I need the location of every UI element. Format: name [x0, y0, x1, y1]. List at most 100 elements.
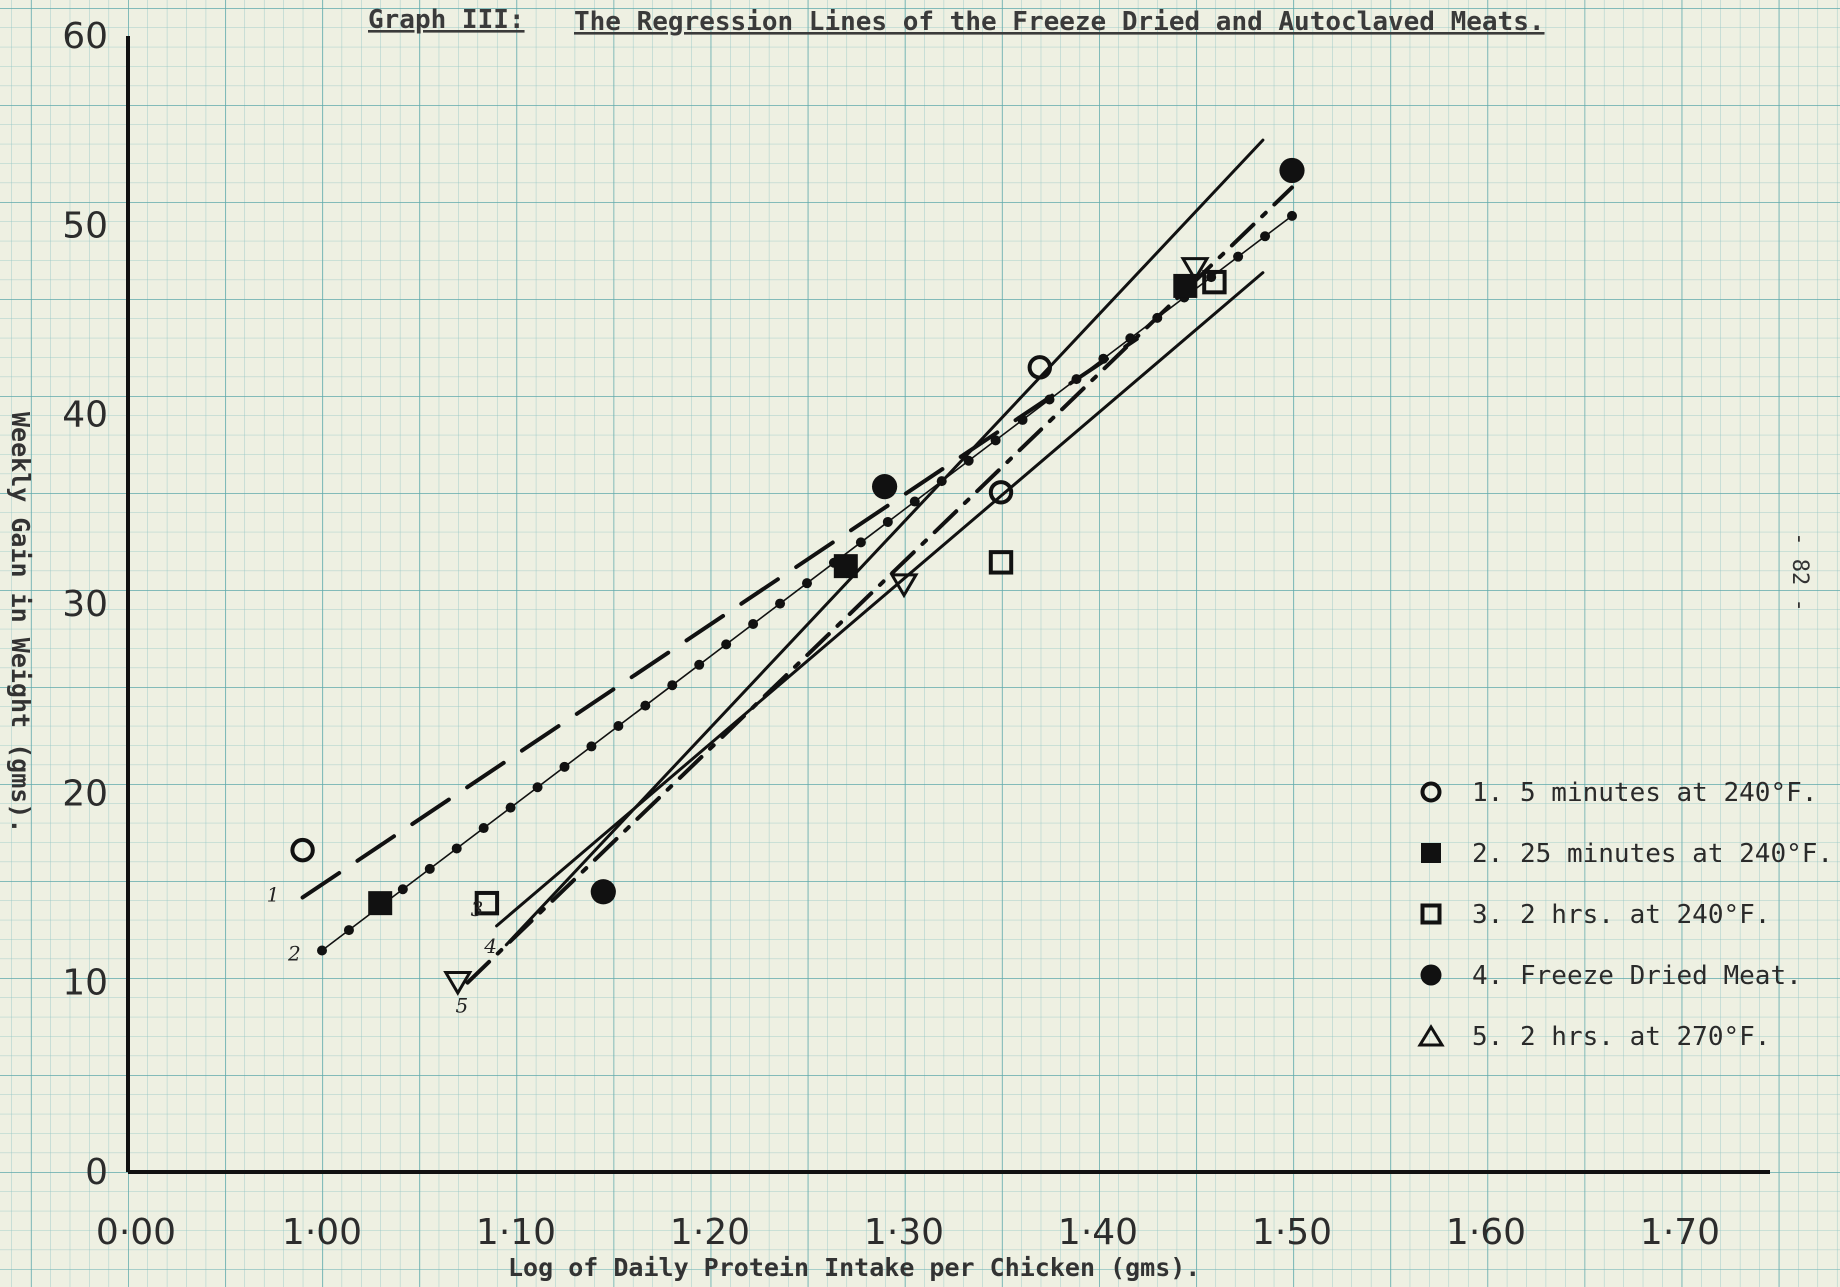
series-1-point: [988, 480, 1014, 505]
regression-line-2-dot: [990, 435, 1001, 446]
legend-marker-1: [1420, 781, 1442, 803]
legend-marker-2: [1421, 843, 1441, 863]
series-4-point: [590, 879, 616, 905]
regression-line-2-dot: [721, 639, 732, 650]
legend-number-4: 4.: [1472, 961, 1503, 991]
regression-line-2-dot: [586, 741, 597, 752]
regression-line-2-dot: [667, 680, 678, 691]
regression-line-2-dot: [505, 802, 516, 813]
legend: 1. 5 minutes at 240°F. 2. 25 minutes at 240…: [1417, 778, 1833, 1052]
series-2-point: [368, 891, 393, 916]
data-points: [290, 157, 1305, 996]
series-4-point: [1279, 157, 1305, 184]
line-tag-2: 2: [287, 941, 301, 965]
regression-line-4: [504, 138, 1265, 947]
regression-line-1: [300, 336, 1139, 900]
regression-line-2-dot: [424, 863, 435, 874]
legend-label-4: Freeze Dried Meat.: [1520, 961, 1802, 991]
series-5-point: [1180, 257, 1210, 283]
axes: [126, 36, 1770, 1174]
x-axis-label: Log of Daily Protein Intake per Chicken …: [508, 1253, 1200, 1282]
regression-line-2-dot: [909, 496, 920, 507]
legend-label-3: 2 hrs. at 240°F.: [1520, 900, 1770, 930]
x-tick-label: 1·40: [1058, 1212, 1138, 1253]
chart-title-prefix: Graph III:: [368, 5, 525, 35]
series-3-point: [988, 550, 1014, 575]
legend-label-5: 2 hrs. at 270°F.: [1520, 1022, 1770, 1052]
regression-line-2-dot: [532, 782, 543, 793]
line-tag-3: 3: [471, 897, 484, 921]
y-tick-label: 10: [62, 963, 108, 1004]
regression-line-2-dot: [1260, 231, 1271, 242]
regression-line-2-dot: [694, 659, 705, 670]
regression-line-2-dot: [478, 823, 489, 834]
x-tick-label: 1·70: [1640, 1212, 1720, 1253]
regression-line-2-dot: [1206, 272, 1217, 283]
regression-line-2-dot: [451, 843, 462, 854]
series-1-point: [1027, 355, 1053, 380]
y-tick-label: 30: [62, 584, 108, 625]
y-tick-label: 60: [62, 16, 108, 57]
x-tick-label: 1·50: [1252, 1212, 1332, 1253]
regression-lines: [300, 138, 1297, 985]
regression-line-5: [465, 185, 1294, 985]
tick-labels: 0 10 20 30 40 50 60 0·00 1·00 1·10 1·20 1·30 1·40 1·5…: [62, 16, 1720, 1253]
x-tick-label: 0·00: [96, 1212, 176, 1253]
line-tag-5: 5: [456, 994, 469, 1018]
legend-marker-4: [1420, 964, 1442, 986]
series-5-point: [889, 573, 919, 599]
line-tags: 1 2 3 4 5: [267, 882, 497, 1017]
regression-line-2-dot: [397, 884, 408, 895]
legend-number-1: 1.: [1472, 778, 1503, 808]
regression-line-2-dot: [613, 721, 624, 732]
legend-number-3: 3.: [1472, 900, 1503, 930]
regression-line-2-dot: [963, 455, 974, 466]
regression-line-2-dot: [855, 537, 866, 548]
regression-line-2-dot: [1071, 374, 1082, 385]
y-tick-label: 50: [62, 205, 108, 246]
regression-line-2-dot: [1044, 394, 1055, 405]
regression-line-2-dot: [882, 516, 893, 527]
legend-marker-3: [1420, 903, 1442, 925]
regression-line-2-dot: [1125, 333, 1136, 344]
series-3-point: [474, 890, 500, 916]
regression-line-2-dot: [317, 945, 327, 956]
y-tick-label: 40: [62, 395, 108, 436]
x-tick-label: 1·10: [476, 1212, 556, 1253]
series-1-point: [290, 837, 315, 863]
regression-line-3: [495, 271, 1265, 928]
legend-label-2: 25 minutes at 240°F.: [1520, 839, 1833, 869]
regression-line-2-dot: [1287, 210, 1297, 221]
regression-line-2-dot: [1098, 353, 1109, 364]
line-tag-1: 1: [267, 882, 280, 906]
x-tick-label: 1·60: [1446, 1212, 1526, 1253]
page-number: - 82 -: [1787, 532, 1812, 611]
regression-line-2-dot: [775, 598, 786, 609]
series-3-point: [1202, 269, 1227, 295]
series-4-point: [872, 474, 898, 500]
legend-label-1: 5 minutes at 240°F.: [1520, 778, 1817, 808]
series-5-point: [443, 970, 473, 996]
regression-line-2-dot: [748, 618, 759, 629]
chart-title: The Regression Lines of the Freeze Dried…: [574, 7, 1545, 37]
line-tag-4: 4: [483, 934, 497, 958]
regression-line-2-dot: [559, 761, 570, 772]
legend-marker-5: [1417, 1024, 1445, 1047]
x-tick-label: 1·20: [670, 1212, 750, 1253]
y-tick-label: 20: [62, 773, 108, 814]
regression-line-2-dot: [640, 700, 651, 711]
x-tick-label: 1·00: [282, 1212, 362, 1253]
regression-line-2-dot: [1017, 414, 1028, 425]
regression-line-2-dot: [802, 578, 812, 589]
series-2-point: [833, 554, 858, 579]
regression-line-2-dot: [1233, 251, 1244, 262]
legend-number-5: 5.: [1472, 1022, 1503, 1052]
legend-number-2: 2.: [1472, 839, 1503, 869]
y-tick-label: 0: [85, 1152, 108, 1193]
x-tick-label: 1·30: [864, 1212, 944, 1253]
y-axis-label: Weekly Gain in Weight (gms).: [6, 412, 35, 833]
regression-line-2-dot: [343, 925, 354, 936]
